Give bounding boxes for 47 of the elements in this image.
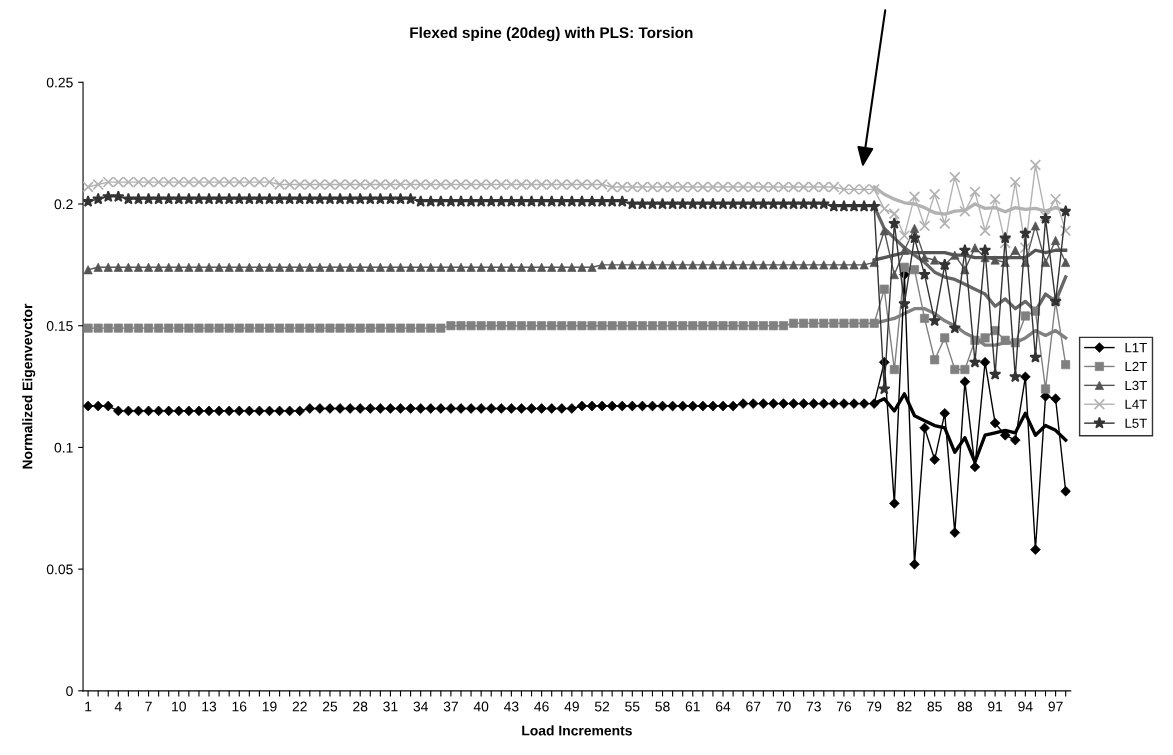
legend-label: L4T [1125, 399, 1147, 409]
x-tick-label: 28 [353, 701, 368, 712]
x-tick-label: 31 [383, 701, 398, 712]
x-tick-label: 61 [685, 701, 700, 712]
x-tick-label: 58 [655, 701, 670, 712]
x-tick-label: 22 [292, 701, 307, 712]
x-tick-label: 76 [836, 701, 852, 712]
x-tick-label: 49 [564, 701, 579, 712]
chart-title: Flexed spine (20deg) with PLS: Torsion [410, 26, 693, 42]
x-tick-label: 67 [746, 701, 761, 712]
y-tick-label: 0.05 [46, 564, 73, 575]
y-axis-title: Normalized Eigenvevctor [22, 303, 36, 469]
x-tick-label: 64 [716, 701, 731, 712]
legend-label: L2T [1125, 361, 1147, 372]
x-tick-label: 52 [594, 701, 610, 712]
legend-label: L3T [1125, 380, 1147, 391]
y-tick-label: 0.1 [54, 442, 73, 453]
x-tick-label: 34 [413, 701, 428, 712]
x-tick-label: 97 [1048, 701, 1063, 712]
x-tick-label: 19 [262, 701, 277, 712]
x-tick-label: 4 [114, 701, 122, 712]
x-tick-label: 82 [897, 701, 912, 712]
x-tick-label: 85 [927, 701, 942, 712]
y-tick-label: 0.2 [54, 199, 73, 210]
x-tick-label: 13 [202, 701, 217, 712]
x-tick-label: 70 [776, 701, 791, 712]
x-tick-label: 1 [85, 701, 92, 712]
x-tick-label: 37 [443, 701, 458, 712]
legend-label: L1T [1125, 343, 1147, 353]
x-tick-label: 79 [867, 701, 882, 712]
x-tick-label: 40 [473, 701, 489, 712]
x-tick-label: 88 [957, 701, 973, 712]
y-tick-label: 0 [66, 686, 73, 696]
x-tick-label: 10 [172, 701, 186, 712]
x-tick-label: 16 [232, 701, 247, 712]
x-tick-label: 73 [806, 701, 821, 712]
x-tick-label: 7 [145, 701, 152, 712]
x-tick-label: 46 [534, 701, 549, 712]
x-tick-label: 55 [625, 701, 640, 712]
y-tick-label: 0.15 [46, 321, 73, 331]
x-tick-label: 25 [322, 701, 338, 712]
x-axis-title: Load Increments [522, 725, 632, 736]
x-tick-label: 94 [1018, 701, 1033, 712]
x-tick-label: 91 [988, 701, 1003, 712]
legend-label: L5T [1125, 418, 1147, 428]
y-tick-label: 0.25 [46, 77, 73, 88]
x-tick-label: 43 [503, 701, 519, 712]
